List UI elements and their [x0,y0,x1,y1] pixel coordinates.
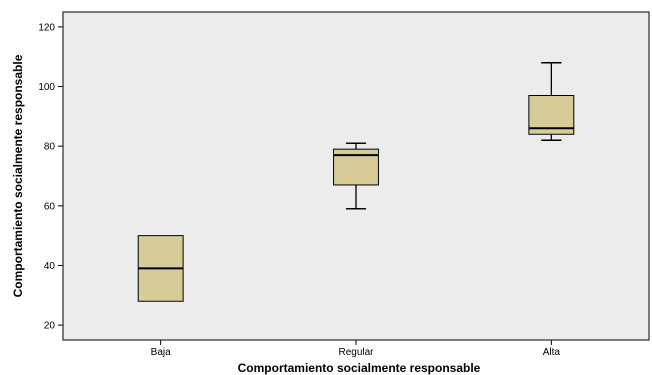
boxes [137,61,575,302]
y-tick-label: 80 [44,142,56,153]
x-tick-label: Alta [543,347,561,358]
box-alta [528,61,575,141]
y-tick-label: 20 [44,321,56,332]
x-axis-title: Comportamiento socialmente responsable [238,361,481,375]
y-tick-label: 120 [38,22,55,33]
y-tick-label: 40 [44,261,56,272]
x-axis: Baja Regular Alta [151,340,561,358]
y-tick-label: 100 [38,82,55,93]
box-regular [333,142,379,210]
x-tick-label: Regular [338,347,374,358]
y-axis: 20 40 60 80 100 120 [38,22,63,332]
box-baja [137,235,184,302]
y-axis-title: Comportamiento socialmente responsable [11,54,25,297]
x-tick-label: Baja [151,347,171,358]
y-tick-label: 60 [44,201,56,212]
